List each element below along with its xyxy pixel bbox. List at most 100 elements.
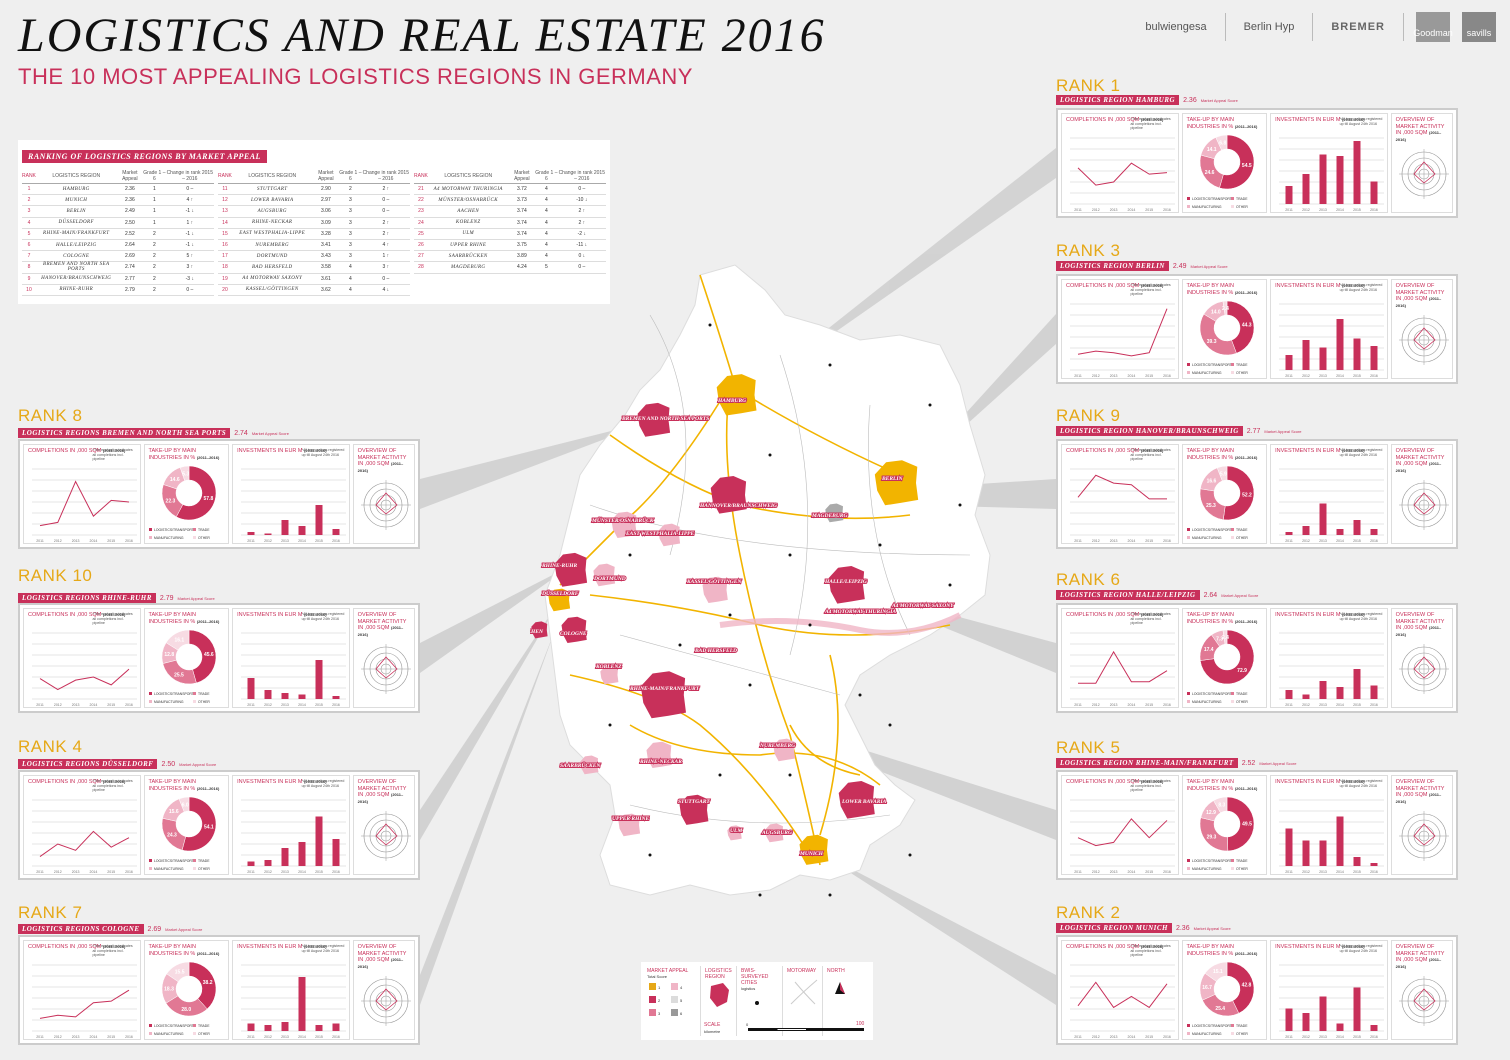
investments-bar-chart: 2011 2012 2013 2014 2015 2016	[1279, 964, 1385, 1039]
investment-bar	[298, 977, 306, 1031]
year-tick: 2015	[1353, 870, 1361, 874]
takeup-value-label: 39.3	[1206, 339, 1216, 345]
overview-cell: OVERVIEW OF MARKET ACTIVITY IN ,000 SQM …	[1390, 113, 1453, 213]
year-tick: 2014	[1128, 374, 1136, 378]
investments-bar-chart: 2011 2012 2013 2014 2015 2016	[1279, 468, 1385, 543]
year-tick: 2016	[125, 1035, 133, 1039]
takeup-legend-label: LOGISTICS/TRANSPORT	[154, 1024, 194, 1028]
takeup-value-label: 29.3	[1206, 835, 1216, 841]
ranking-cell: 2.36	[116, 183, 144, 196]
investment-bar	[1353, 141, 1361, 204]
ranking-cell: 22	[414, 194, 428, 207]
investment-bar	[264, 1025, 272, 1031]
ranking-row: 12 LOWER BAVARIA 2.97 3 0 –	[218, 194, 410, 207]
takeup-value-label: 28.0	[181, 1007, 191, 1013]
completions-note: *The evaluation indicates all completion…	[92, 448, 133, 461]
radar-shape	[1413, 823, 1436, 846]
radar-shape	[1413, 656, 1436, 679]
ranking-cell: 4	[535, 217, 558, 229]
ranking-cell: 9	[22, 273, 36, 285]
completions-series-line	[1077, 308, 1168, 357]
legend-swatch	[1186, 859, 1190, 862]
takeup-legend-label: TRADE	[1236, 1024, 1248, 1028]
overview-title: OVERVIEW OF MARKET ACTIVITY IN ,000 SQM …	[1395, 612, 1445, 637]
investments-bar-chart: 2011 2012 2013 2014 2015 2016	[241, 799, 347, 874]
completions-line-chart: 2011 2012 2013 2014 2015 2016	[32, 468, 137, 543]
ranking-cell: 1	[143, 217, 166, 229]
year-tick: 2011	[1285, 539, 1293, 543]
city-dot	[678, 643, 682, 647]
ranking-header-cell: Grade 1 – 6	[535, 169, 558, 184]
map-region-label: RHINE-MAIN/FRANKFURT	[629, 686, 700, 692]
legend-swatch	[1230, 692, 1234, 695]
takeup-slice	[1222, 465, 1254, 521]
investment-bar	[1336, 1023, 1344, 1031]
year-tick: 2012	[54, 539, 62, 543]
takeup-legend-label: OTHER	[198, 1032, 210, 1036]
takeup-slice	[165, 629, 189, 651]
ranking-cell: BERLIN	[35, 205, 117, 218]
investment-bar	[1336, 319, 1344, 370]
year-tick: 2012	[54, 703, 62, 707]
takeup-value-label: 16.1	[174, 638, 184, 644]
takeup-donut-chart: 72.9 17.47.32.4 LOGISTICS/TRANSPORT TRADE MA…	[1186, 629, 1254, 704]
completions-title: COMPLETIONS IN ,000 SQM (2011–2016)	[28, 448, 126, 454]
map-region-label: A4 MOTORWAY SAXONY	[891, 603, 954, 609]
year-tick: 2015	[1145, 870, 1153, 874]
takeup-legend-label: OTHER	[1236, 371, 1248, 375]
year-tick: 2014	[1128, 703, 1136, 707]
ranking-cell: 5	[22, 228, 36, 240]
completions-note: *The evaluation indicates all completion…	[92, 779, 133, 792]
completions-title: COMPLETIONS IN ,000 SQM (2011–2016)	[28, 612, 126, 618]
ranking-cell: 12	[218, 194, 232, 207]
ranking-cell: 2 ↑	[361, 228, 410, 240]
completions-title: COMPLETIONS IN ,000 SQM (2011–2016)	[28, 779, 126, 785]
takeup-donut-chart: 42.8 25.4 16.7 15.1 LOGISTICS/TRANSPORT TRADE…	[1186, 961, 1254, 1036]
city-dot-icon	[755, 1001, 759, 1005]
radar-shape	[375, 492, 398, 515]
grade-swatch	[671, 996, 678, 1003]
ranking-cell: 3	[339, 228, 362, 240]
map-region-label: LOWER BAVARIA	[841, 799, 887, 805]
investment-bar	[1319, 503, 1327, 535]
legend-swatch	[1230, 205, 1234, 208]
year-tick: 2015	[1145, 703, 1153, 707]
motorway	[725, 384, 821, 866]
takeup-value-label: 49.5	[1242, 822, 1252, 828]
score-label: Market Appeal Score	[1264, 428, 1302, 434]
year-tick: 2016	[1163, 208, 1171, 212]
logistics-region-shape	[716, 374, 757, 416]
investment-bar	[315, 660, 323, 699]
radar-shape	[1413, 988, 1436, 1011]
takeup-cell: TAKE-UP BY MAIN INDUSTRIES IN % (2011–20…	[1181, 608, 1268, 708]
city-dot	[648, 853, 652, 857]
completions-line-chart: 2011 2012 2013 2014 2015 2016	[32, 799, 137, 874]
city-dot	[878, 543, 882, 547]
takeup-donut-chart: 38.2 28.0 18.3 15.5 LOGISTICS/TRANSPORT TRADE…	[148, 961, 216, 1036]
ranking-cell: DÜSSELDORF	[35, 217, 117, 229]
map-region-label: BREMEN AND NORTH SEA PORTS	[621, 416, 709, 422]
germany-map: HAMBURG BREMEN AND NORTH SEA PORTS BERLIN H…	[530, 264, 991, 897]
ranking-cell: 4	[22, 217, 36, 229]
ranking-cell: 3.89	[508, 250, 536, 263]
overview-title: OVERVIEW OF MARKET ACTIVITY IN ,000 SQM …	[357, 944, 407, 969]
legend-grade-swatches: 1 2 3 4 5 6	[649, 983, 683, 1016]
takeup-value-label: 16.6	[1206, 478, 1216, 484]
takeup-donut-chart: 54.1 24.3 15.66.0 LOGISTICS/TRANSPORT TRADE M…	[148, 796, 216, 871]
takeup-title: TAKE-UP BY MAIN INDUSTRIES IN % (2011–20…	[148, 612, 220, 625]
takeup-legend-label: LOGISTICS/TRANSPORT	[1192, 692, 1232, 696]
investment-bar	[298, 694, 306, 699]
legend-swatch	[148, 536, 152, 539]
grade-swatch	[649, 1009, 656, 1016]
city-dot	[788, 773, 792, 777]
ranking-cell: 3	[339, 205, 362, 218]
takeup-value-label: 14.0	[1211, 309, 1221, 315]
takeup-legend-label: MANUFACTURING	[1192, 205, 1222, 209]
ranking-cell: 2 ↑	[557, 217, 606, 229]
ranking-cell: 3 ↑	[165, 261, 214, 274]
year-tick: 2013	[281, 539, 289, 543]
year-tick: 2012	[1092, 870, 1100, 874]
completions-cell: COMPLETIONS IN ,000 SQM (2011–2016) *The …	[1061, 940, 1179, 1040]
map-region-label: DORTMUND	[593, 576, 626, 582]
region-shape-icon	[710, 983, 729, 1007]
